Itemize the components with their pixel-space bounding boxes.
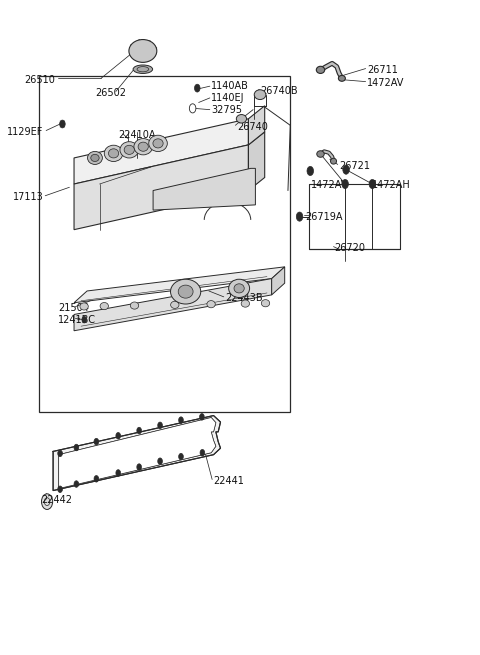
Circle shape	[200, 449, 204, 456]
Polygon shape	[249, 105, 264, 145]
Circle shape	[41, 494, 53, 510]
Text: 26711: 26711	[367, 65, 398, 75]
Circle shape	[158, 422, 162, 428]
Text: 32795: 32795	[211, 105, 242, 115]
Ellipse shape	[316, 66, 324, 73]
Text: 17113: 17113	[13, 192, 44, 202]
Circle shape	[58, 486, 62, 493]
Ellipse shape	[261, 299, 270, 307]
Circle shape	[74, 481, 79, 487]
Circle shape	[179, 453, 183, 460]
Ellipse shape	[317, 151, 324, 157]
Ellipse shape	[91, 155, 99, 162]
Ellipse shape	[178, 285, 193, 298]
Text: 1472AV: 1472AV	[311, 180, 348, 191]
Polygon shape	[249, 132, 264, 191]
Ellipse shape	[120, 141, 139, 158]
Circle shape	[307, 166, 313, 176]
Text: 22443B: 22443B	[225, 293, 263, 303]
Text: 1472AH: 1472AH	[372, 180, 410, 191]
Circle shape	[158, 458, 162, 464]
Text: 1241BC: 1241BC	[58, 314, 96, 325]
Ellipse shape	[134, 139, 153, 155]
Circle shape	[58, 450, 62, 457]
Circle shape	[116, 432, 120, 439]
Ellipse shape	[228, 279, 250, 297]
Ellipse shape	[129, 39, 157, 62]
Circle shape	[82, 316, 86, 323]
Circle shape	[137, 464, 142, 470]
Circle shape	[74, 444, 79, 451]
Polygon shape	[53, 415, 220, 491]
Text: 26740B: 26740B	[260, 86, 298, 96]
Text: 21504: 21504	[58, 303, 89, 313]
Text: 26720: 26720	[335, 243, 365, 253]
Text: 22441: 22441	[214, 476, 244, 486]
Ellipse shape	[130, 302, 139, 309]
Polygon shape	[153, 168, 255, 210]
Polygon shape	[272, 267, 285, 295]
Text: 1140EJ: 1140EJ	[211, 93, 245, 103]
Polygon shape	[74, 267, 285, 303]
Circle shape	[194, 84, 200, 92]
Text: 26502: 26502	[95, 88, 126, 98]
Circle shape	[94, 438, 99, 445]
Text: 1140AB: 1140AB	[211, 81, 249, 91]
Ellipse shape	[170, 301, 179, 309]
Circle shape	[94, 476, 99, 482]
Ellipse shape	[133, 65, 153, 73]
Circle shape	[137, 427, 142, 434]
Ellipse shape	[331, 159, 336, 164]
Text: 1129EF: 1129EF	[7, 127, 44, 137]
Ellipse shape	[241, 300, 250, 307]
Text: 1472AV: 1472AV	[367, 78, 404, 88]
Circle shape	[60, 120, 65, 128]
Circle shape	[296, 212, 303, 221]
Text: 26740: 26740	[237, 122, 268, 132]
Ellipse shape	[80, 303, 88, 310]
Text: 26719A: 26719A	[306, 212, 343, 221]
Polygon shape	[74, 278, 272, 331]
Ellipse shape	[207, 301, 215, 308]
Text: 26721: 26721	[339, 160, 370, 171]
Bar	[309, 184, 399, 250]
Ellipse shape	[104, 145, 123, 162]
Ellipse shape	[100, 303, 108, 310]
Text: 22410A: 22410A	[118, 130, 156, 140]
Ellipse shape	[170, 279, 201, 304]
Text: 26510: 26510	[24, 75, 55, 84]
Ellipse shape	[236, 115, 247, 123]
Circle shape	[116, 470, 120, 476]
Ellipse shape	[124, 145, 134, 155]
Circle shape	[200, 413, 204, 420]
Circle shape	[343, 165, 349, 174]
Polygon shape	[74, 119, 249, 184]
Circle shape	[342, 179, 348, 189]
Bar	[39, 77, 290, 412]
Circle shape	[190, 103, 196, 113]
Circle shape	[179, 417, 183, 423]
Ellipse shape	[234, 284, 244, 293]
Circle shape	[369, 179, 376, 189]
Ellipse shape	[254, 90, 266, 100]
Ellipse shape	[108, 149, 119, 158]
Polygon shape	[74, 145, 249, 230]
Polygon shape	[59, 417, 216, 489]
Ellipse shape	[338, 75, 346, 81]
Ellipse shape	[87, 151, 102, 164]
Text: 22442: 22442	[41, 495, 72, 506]
Ellipse shape	[138, 142, 148, 151]
Ellipse shape	[149, 135, 168, 151]
Ellipse shape	[153, 139, 163, 148]
